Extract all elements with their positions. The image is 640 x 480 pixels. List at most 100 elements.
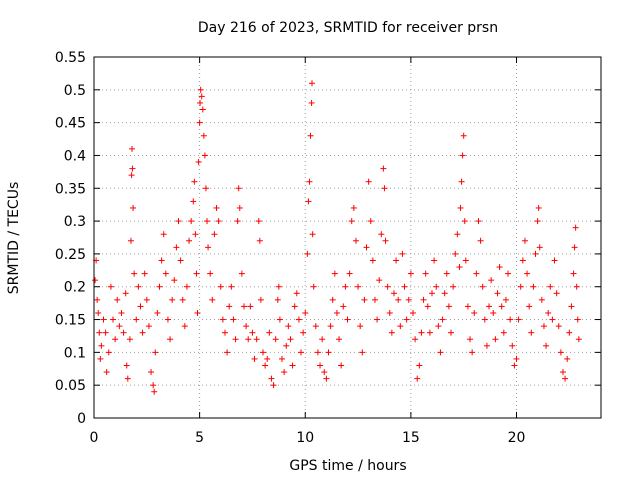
data-point	[201, 152, 208, 159]
data-point	[131, 270, 138, 277]
data-point	[127, 237, 134, 244]
data-point	[355, 283, 362, 290]
data-point	[122, 290, 129, 297]
data-point	[287, 336, 294, 343]
data-point	[433, 283, 440, 290]
data-point	[308, 99, 315, 106]
data-point	[321, 369, 328, 376]
data-point	[317, 362, 324, 369]
data-point	[403, 316, 410, 323]
data-point	[574, 316, 581, 323]
data-point	[232, 336, 239, 343]
data-point	[359, 349, 366, 356]
data-point	[295, 316, 302, 323]
data-point	[164, 316, 171, 323]
plot-frame	[93, 56, 602, 419]
data-point	[481, 316, 488, 323]
data-point	[538, 296, 545, 303]
data-point	[380, 165, 387, 172]
data-point	[424, 303, 431, 310]
data-point	[367, 218, 374, 225]
data-point	[329, 296, 336, 303]
grid	[94, 57, 601, 418]
data-point	[105, 349, 112, 356]
data-point	[386, 309, 393, 316]
data-point	[350, 204, 357, 211]
data-point	[511, 362, 518, 369]
y-tick-label: 0.15	[55, 313, 86, 329]
data-point	[102, 329, 109, 336]
data-point	[129, 145, 136, 152]
data-point	[240, 303, 247, 310]
data-point	[103, 369, 110, 376]
data-point	[346, 270, 353, 277]
data-point	[384, 283, 391, 290]
x-tick-label: 15	[402, 430, 420, 446]
data-point	[128, 172, 135, 179]
y-tick-label: 0.3	[64, 214, 86, 230]
data-point	[281, 369, 288, 376]
data-point	[272, 336, 279, 343]
data-point	[454, 231, 461, 238]
data-point	[331, 270, 338, 277]
data-point	[492, 336, 499, 343]
data-point	[378, 231, 385, 238]
data-point	[519, 257, 526, 264]
data-point	[154, 309, 161, 316]
data-point	[120, 329, 127, 336]
data-point	[462, 257, 469, 264]
data-point	[270, 382, 277, 389]
data-point	[230, 316, 237, 323]
data-point	[381, 185, 388, 192]
data-point	[118, 309, 125, 316]
data-point	[197, 86, 204, 93]
data-point	[513, 355, 520, 362]
data-point	[181, 323, 188, 330]
data-point	[469, 349, 476, 356]
data-point	[305, 198, 312, 205]
data-point	[457, 204, 464, 211]
data-point	[194, 309, 201, 316]
data-point	[477, 237, 484, 244]
data-point	[534, 218, 541, 225]
data-point	[473, 270, 480, 277]
data-point	[211, 231, 218, 238]
data-point	[92, 277, 99, 284]
data-point	[275, 283, 282, 290]
data-point	[143, 296, 150, 303]
data-point	[357, 323, 364, 330]
data-point	[521, 237, 528, 244]
data-point	[139, 329, 146, 336]
data-point	[441, 290, 448, 297]
data-point	[443, 270, 450, 277]
data-point	[530, 283, 537, 290]
data-point	[200, 132, 207, 139]
data-point	[289, 362, 296, 369]
data-point	[130, 204, 137, 211]
data-point	[197, 99, 204, 106]
data-point	[205, 244, 212, 251]
data-point	[285, 323, 292, 330]
data-point	[228, 283, 235, 290]
data-point	[553, 290, 560, 297]
data-point	[300, 329, 307, 336]
data-point	[309, 231, 316, 238]
data-point	[566, 329, 573, 336]
data-point	[183, 283, 190, 290]
data-point	[306, 178, 313, 185]
data-point	[204, 218, 211, 225]
data-point	[173, 244, 180, 251]
axis-ticks: 0 0.05 0.1 0.15 0.2 0.25 0.3 0.35 0.4 0.45 0.5 0.55…	[55, 50, 601, 446]
data-point	[395, 296, 402, 303]
data-point	[365, 178, 372, 185]
data-point	[137, 303, 144, 310]
data-point	[361, 296, 368, 303]
y-tick-label: 0	[77, 411, 86, 427]
data-point	[96, 329, 103, 336]
data-point	[202, 185, 209, 192]
data-point	[235, 185, 242, 192]
data-point	[95, 309, 102, 316]
data-point	[486, 303, 493, 310]
chart-title: Day 216 of 2023, SRMTID for receiver prs…	[198, 20, 498, 36]
y-tick-label: 0.5	[64, 83, 86, 99]
